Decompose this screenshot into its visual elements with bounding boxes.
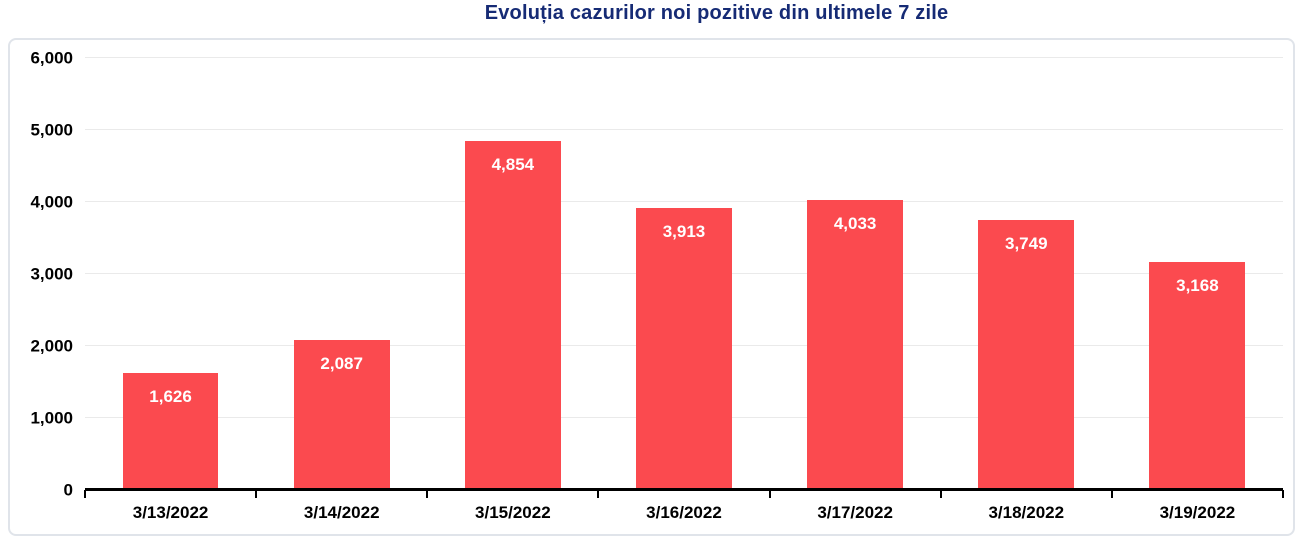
x-axis-tick xyxy=(597,490,600,498)
chart-card: 0 1,000 2,000 3,000 4,000 5,000 6,000 1,626 2,08… xyxy=(8,38,1295,536)
y-axis-label: 2,000 xyxy=(30,336,73,356)
bar-3/15/2022[interactable]: 4,854 xyxy=(464,140,561,490)
bar-slot: 3,168 xyxy=(1112,58,1283,490)
plot-area: 0 1,000 2,000 3,000 4,000 5,000 6,000 1,626 2,08… xyxy=(30,50,1284,522)
x-axis-tick xyxy=(1110,490,1113,498)
x-axis-tick xyxy=(768,490,771,498)
bar-slot: 4,033 xyxy=(770,58,941,490)
x-axis-label: 3/17/2022 xyxy=(817,503,893,522)
bar-value-label: 1,626 xyxy=(149,386,192,406)
x-axis-line xyxy=(85,488,1283,491)
x-axis-tick xyxy=(255,490,258,498)
y-axis-label: 4,000 xyxy=(30,192,73,212)
x-axis-label: 3/18/2022 xyxy=(988,503,1065,522)
bar-3/18/2022[interactable]: 3,749 xyxy=(978,220,1075,490)
gridline xyxy=(85,201,1283,203)
x-axis-label: 3/13/2022 xyxy=(132,503,209,522)
gridline xyxy=(85,129,1283,130)
bar-slot: 3,913 xyxy=(598,58,769,490)
y-axis-label: 1,000 xyxy=(30,408,73,428)
bar-value-label: 3,913 xyxy=(662,222,706,242)
bar-value-label: 3,749 xyxy=(1004,234,1048,254)
x-axis-tick xyxy=(84,490,86,498)
gridline xyxy=(85,57,1283,58)
bar-value-label: 4,033 xyxy=(833,213,877,233)
x-axis-label: 3/15/2022 xyxy=(475,503,551,522)
y-axis-label: 3,000 xyxy=(30,264,73,284)
y-axis-label: 6,000 xyxy=(30,48,73,68)
y-axis-label: 5,000 xyxy=(30,120,73,140)
bar-3/16/2022[interactable]: 3,913 xyxy=(636,208,732,490)
bar-series: 1,626 2,087 4,854 3,913 4,033 3,749 3,168 xyxy=(85,58,1283,490)
x-axis-tick xyxy=(426,490,429,498)
x-axis-tick xyxy=(939,490,942,498)
bar-3/19/2022[interactable]: 3,168 xyxy=(1149,261,1246,490)
x-axis-label: 3/19/2022 xyxy=(1159,503,1236,522)
bar-value-label: 2,087 xyxy=(320,353,363,373)
bar-3/13/2022[interactable]: 1,626 xyxy=(122,372,219,490)
x-axis-label: 3/14/2022 xyxy=(303,503,380,522)
bar-3/17/2022[interactable]: 4,033 xyxy=(807,199,904,490)
y-axis-label: 0 xyxy=(63,480,73,500)
bar-slot: 3,749 xyxy=(941,58,1112,490)
bar-slot: 4,854 xyxy=(427,58,598,490)
bar-slot: 1,626 xyxy=(85,58,256,490)
bar-slot: 2,087 xyxy=(256,58,427,490)
x-axis-labels: 3/13/2022 3/14/2022 3/15/2022 3/16/2022 3/17… xyxy=(85,490,1283,523)
bar-3/14/2022[interactable]: 2,087 xyxy=(293,339,390,490)
bar-value-label: 4,854 xyxy=(491,154,535,174)
x-axis-tick xyxy=(1282,490,1284,498)
bar-value-label: 3,168 xyxy=(1176,275,1219,295)
x-axis-label: 3/16/2022 xyxy=(646,503,722,522)
chart-title: Evoluția cazurilor noi pozitive din ulti… xyxy=(484,2,949,24)
